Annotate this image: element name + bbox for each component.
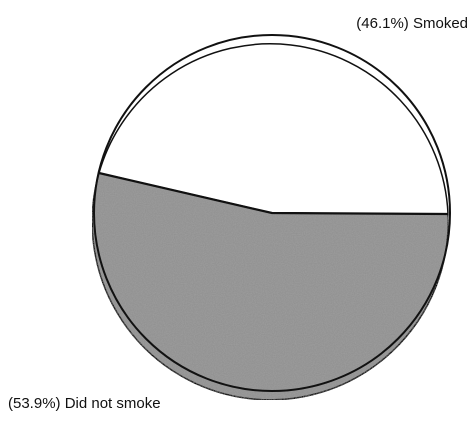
- slice-divider: [98, 171, 449, 216]
- slice-label-did-not-smoke: (53.9%) Did not smoke: [8, 395, 161, 412]
- pie-slice-smoked: [98, 43, 449, 215]
- pie-slice-did-not-smoke: [91, 172, 449, 401]
- slice-label-smoked: (46.1%) Smoked: [356, 15, 468, 32]
- pie-outline: [93, 34, 451, 392]
